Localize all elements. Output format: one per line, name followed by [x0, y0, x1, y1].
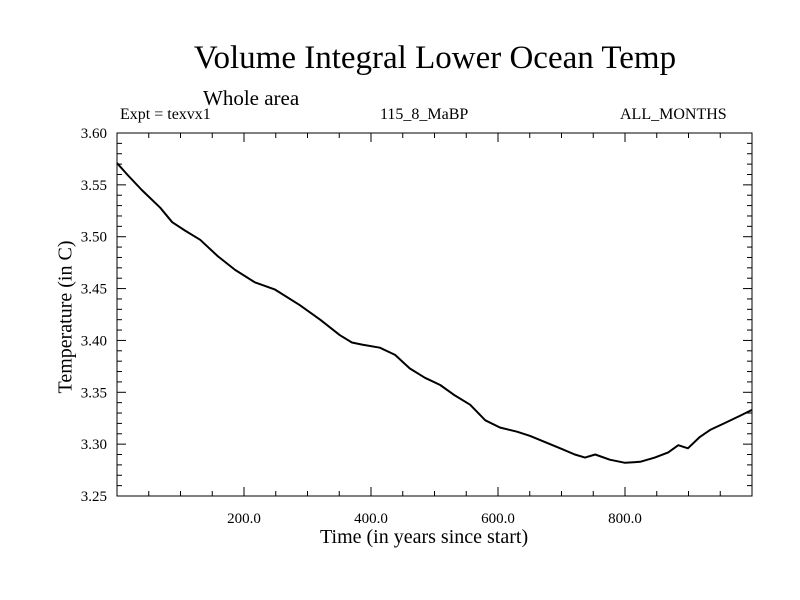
y-tick-label: 3.50 — [81, 230, 107, 246]
tick-labels: 200.0 400.0 600.0 800.0 3.25 3.30 3.35 3.40 3.45… — [81, 126, 642, 527]
series-lines — [116, 162, 753, 464]
series-line — [116, 162, 753, 464]
experiment-label: Expt = texvx1 — [120, 106, 211, 123]
chart-subtitle: Whole area — [203, 86, 300, 110]
y-tick-label: 3.40 — [81, 333, 107, 349]
x-tick-label: 800.0 — [608, 511, 642, 527]
x-tick-label: 600.0 — [481, 511, 515, 527]
axis-ticks — [116, 132, 753, 497]
period-label: 115_8_MaBP — [380, 106, 469, 123]
x-tick-label: 400.0 — [354, 511, 388, 527]
y-tick-label: 3.55 — [81, 178, 107, 194]
plot-frame — [116, 132, 753, 497]
y-tick-label: 3.25 — [81, 489, 107, 505]
x-axis-label: Time (in years since start) — [320, 526, 529, 548]
y-tick-label: 3.60 — [81, 126, 107, 142]
x-tick-label: 200.0 — [227, 511, 261, 527]
y-tick-label: 3.30 — [81, 437, 107, 453]
months-label: ALL_MONTHS — [620, 106, 727, 123]
chart-title: Volume Integral Lower Ocean Temp — [193, 40, 677, 76]
y-tick-label: 3.45 — [81, 282, 107, 298]
y-tick-label: 3.35 — [81, 385, 107, 401]
